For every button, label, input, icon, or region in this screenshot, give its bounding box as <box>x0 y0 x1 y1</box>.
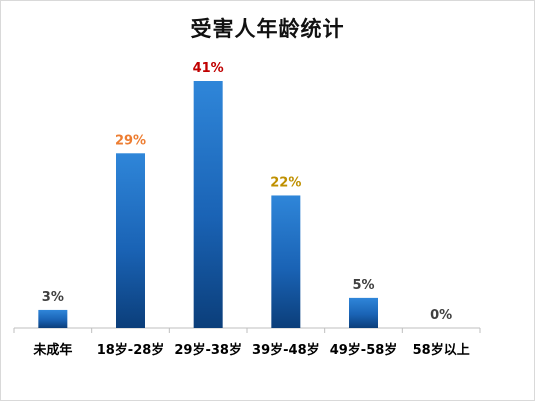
category-label: 39岁-48岁 <box>252 342 320 358</box>
data-label: 41% <box>193 61 224 76</box>
category-label: 49岁-58岁 <box>330 342 398 358</box>
bar <box>349 297 378 328</box>
chart-title: 受害人年龄统计 <box>190 16 345 41</box>
data-label: 29% <box>115 133 146 148</box>
data-label: 22% <box>270 175 301 190</box>
category-label: 18岁-28岁 <box>97 342 165 358</box>
category-label: 未成年 <box>32 342 72 358</box>
bar <box>116 153 145 328</box>
category-label: 58岁以上 <box>413 342 470 358</box>
category-label: 29岁-38岁 <box>174 342 242 358</box>
bar <box>193 81 223 328</box>
data-label: 5% <box>352 278 374 293</box>
data-label: 0% <box>430 308 452 323</box>
bar <box>38 309 68 328</box>
data-label: 3% <box>42 290 64 305</box>
bar <box>271 195 301 328</box>
